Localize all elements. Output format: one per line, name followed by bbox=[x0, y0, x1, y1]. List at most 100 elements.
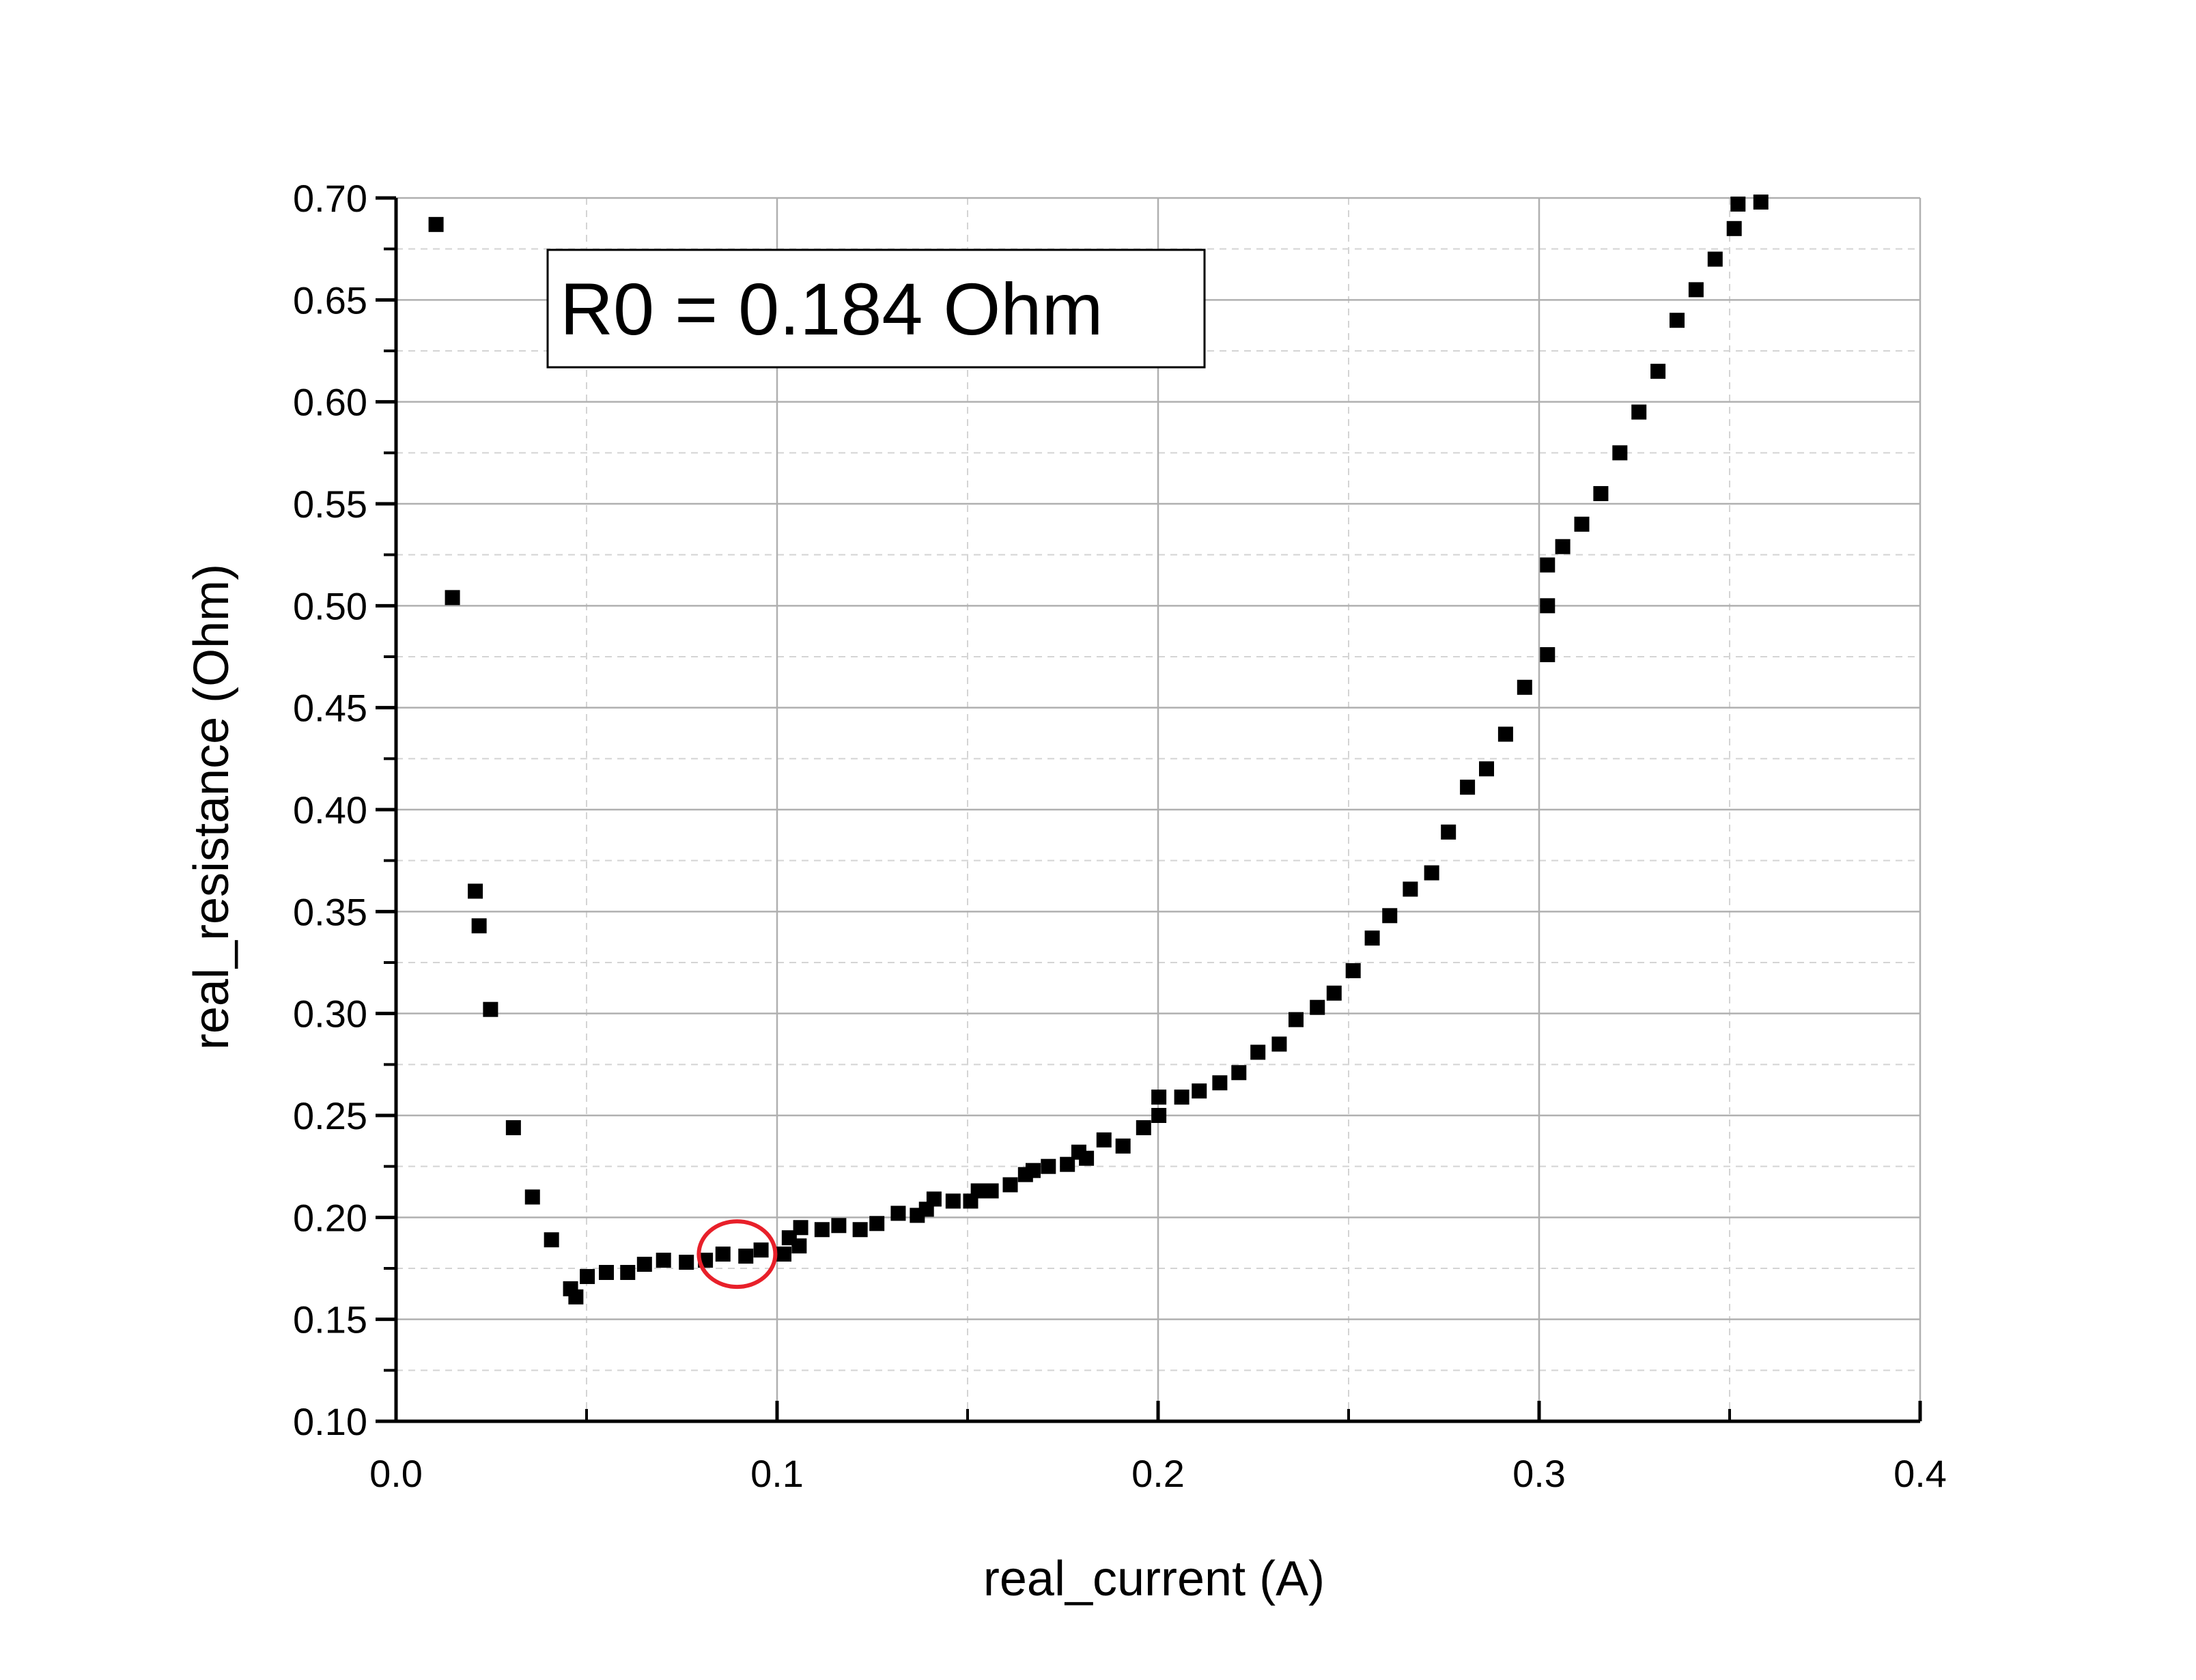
data-point bbox=[945, 1193, 961, 1209]
annotation-text: R0 = 0.184 Ohm bbox=[560, 268, 1103, 350]
grid bbox=[396, 197, 1922, 1421]
data-point bbox=[1192, 1083, 1207, 1099]
data-point bbox=[1707, 251, 1723, 267]
data-point bbox=[568, 1289, 584, 1305]
data-point bbox=[1726, 220, 1742, 236]
data-point bbox=[1151, 1108, 1167, 1123]
data-point bbox=[791, 1238, 807, 1254]
x-tick-label: 0.4 bbox=[1894, 1452, 1947, 1495]
data-point bbox=[679, 1255, 694, 1270]
data-point bbox=[428, 216, 444, 232]
data-point bbox=[620, 1264, 636, 1280]
data-point bbox=[1497, 726, 1513, 742]
data-point bbox=[468, 883, 483, 899]
data-point bbox=[814, 1222, 830, 1238]
data-point bbox=[1115, 1138, 1131, 1154]
data-point bbox=[1540, 557, 1556, 573]
y-tick-label: 0.10 bbox=[293, 1400, 367, 1443]
data-point bbox=[852, 1222, 868, 1238]
data-point bbox=[1212, 1075, 1228, 1091]
data-point bbox=[1096, 1132, 1112, 1148]
data-point bbox=[1612, 445, 1628, 461]
data-point bbox=[1271, 1036, 1287, 1052]
y-tick-label: 0.30 bbox=[293, 993, 367, 1036]
y-tick-label: 0.25 bbox=[293, 1094, 367, 1137]
y-axis-title: real_resistance (Ohm) bbox=[184, 564, 239, 1050]
y-tick-label: 0.65 bbox=[293, 279, 367, 322]
data-point bbox=[580, 1268, 595, 1284]
y-tick-label: 0.45 bbox=[293, 687, 367, 730]
data-point bbox=[1025, 1163, 1041, 1178]
y-tick-label: 0.55 bbox=[293, 483, 367, 526]
data-point bbox=[1650, 363, 1666, 379]
data-point bbox=[970, 1183, 986, 1199]
data-point bbox=[1688, 282, 1704, 298]
data-point bbox=[1441, 824, 1456, 840]
y-tick-label: 0.40 bbox=[293, 788, 367, 831]
data-point bbox=[831, 1218, 847, 1234]
y-tick-label: 0.60 bbox=[293, 381, 367, 424]
tick-labels: 0.0 0.1 0.2 0.3 0.4 0.10 0.15 0.20 0.25 0.30 0.35 0… bbox=[293, 177, 1947, 1495]
data-point bbox=[1310, 999, 1325, 1015]
data-point bbox=[983, 1183, 999, 1199]
data-point bbox=[1669, 313, 1685, 328]
data-point bbox=[1540, 647, 1556, 663]
data-point bbox=[1060, 1156, 1075, 1172]
data-point bbox=[599, 1264, 615, 1280]
data-point bbox=[636, 1257, 652, 1272]
data-point bbox=[1403, 881, 1418, 897]
y-tick-label: 0.50 bbox=[293, 584, 367, 627]
data-point bbox=[890, 1206, 906, 1221]
data-point bbox=[1231, 1065, 1247, 1081]
x-tick-label: 0.0 bbox=[369, 1452, 423, 1495]
data-point bbox=[926, 1191, 942, 1207]
data-point bbox=[544, 1232, 559, 1248]
data-point bbox=[1424, 865, 1439, 881]
data-point bbox=[715, 1247, 731, 1262]
data-point bbox=[1345, 963, 1361, 978]
x-tick-label: 0.1 bbox=[750, 1452, 804, 1495]
annotation-box bbox=[546, 248, 1206, 369]
data-point bbox=[1555, 539, 1571, 554]
data-point bbox=[1460, 780, 1476, 795]
y-tick-label: 0.15 bbox=[293, 1298, 367, 1341]
data-point bbox=[1002, 1177, 1018, 1193]
data-point bbox=[1079, 1150, 1095, 1166]
data-points bbox=[428, 194, 1769, 1305]
data-point bbox=[1288, 1012, 1304, 1027]
data-point bbox=[1151, 1090, 1167, 1105]
data-point bbox=[1753, 194, 1769, 210]
data-point bbox=[1574, 516, 1590, 532]
y-tick-label: 0.20 bbox=[293, 1196, 367, 1239]
data-point bbox=[869, 1216, 885, 1231]
data-point bbox=[1174, 1090, 1190, 1105]
data-point bbox=[505, 1120, 521, 1135]
data-point bbox=[483, 1001, 498, 1017]
data-point bbox=[1730, 196, 1746, 212]
data-point bbox=[1250, 1044, 1266, 1060]
x-tick-label: 0.2 bbox=[1131, 1452, 1185, 1495]
data-point bbox=[1593, 486, 1609, 502]
highlight-ellipse bbox=[696, 1219, 778, 1290]
data-point bbox=[1326, 985, 1342, 1001]
x-tick-label: 0.3 bbox=[1512, 1452, 1566, 1495]
data-point bbox=[1478, 761, 1494, 777]
x-axis-title: real_current (A) bbox=[983, 1552, 1325, 1606]
annotation: R0 = 0.184 Ohm bbox=[546, 248, 1206, 369]
data-point bbox=[1364, 930, 1380, 946]
data-point bbox=[471, 918, 487, 934]
data-point bbox=[1382, 908, 1398, 924]
data-point bbox=[753, 1242, 769, 1258]
axes bbox=[376, 196, 1922, 1423]
data-point bbox=[793, 1220, 808, 1236]
data-point bbox=[1631, 404, 1647, 420]
data-point bbox=[1136, 1120, 1151, 1135]
data-point bbox=[738, 1249, 754, 1264]
data-point bbox=[1041, 1158, 1056, 1174]
data-point bbox=[656, 1253, 671, 1268]
y-tick-label: 0.35 bbox=[293, 890, 367, 933]
data-point bbox=[445, 590, 460, 606]
data-point bbox=[524, 1189, 540, 1205]
